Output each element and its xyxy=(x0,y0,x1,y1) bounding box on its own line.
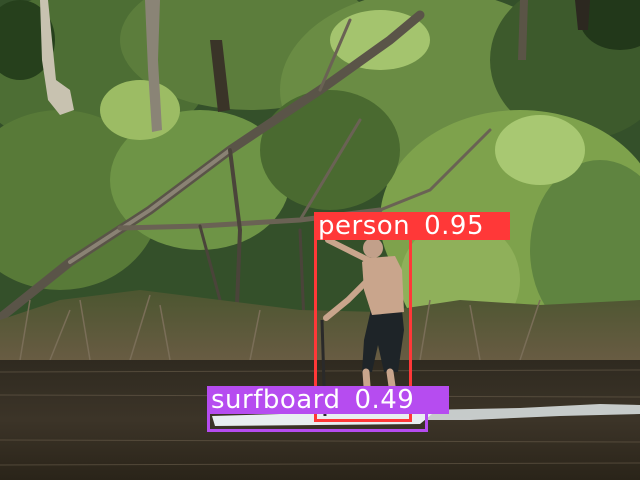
surfboard-detection-label: surfboard 0.49 xyxy=(207,386,449,414)
paddleboard xyxy=(212,410,432,426)
person-detection-label: person 0.95 xyxy=(314,212,510,240)
board-wake xyxy=(420,404,640,420)
surfboard-confidence: 0.49 xyxy=(354,385,415,415)
bank-twigs xyxy=(19,294,541,361)
person-figure xyxy=(320,237,404,417)
foliage-clusters xyxy=(0,0,640,340)
water-ripples xyxy=(0,369,640,466)
tree-trunks xyxy=(40,0,590,132)
person-class-name: person xyxy=(318,211,411,241)
person-confidence: 0.95 xyxy=(424,211,485,241)
surfboard-class-name: surfboard xyxy=(211,385,341,415)
